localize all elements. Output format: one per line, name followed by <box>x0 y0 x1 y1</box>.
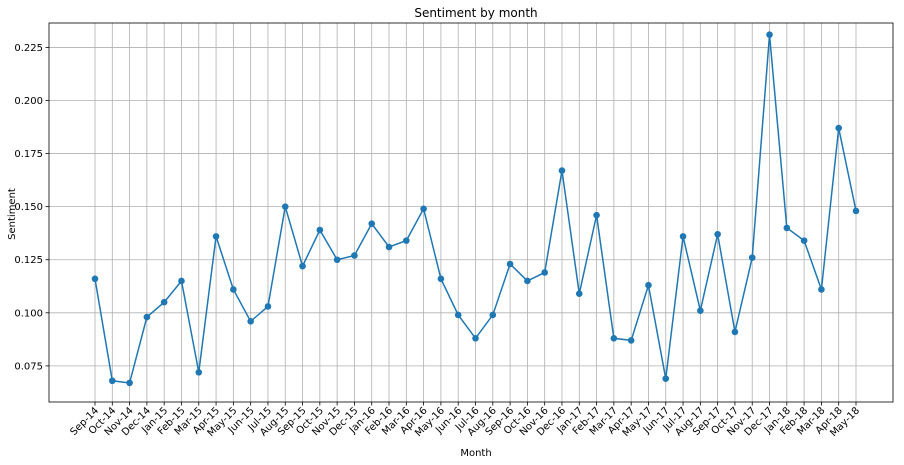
data-point <box>731 328 739 336</box>
data-point <box>403 237 410 244</box>
chart-title: Sentiment by month <box>414 6 537 20</box>
data-point <box>679 233 687 240</box>
data-point <box>368 220 376 227</box>
data-point <box>420 205 427 213</box>
data-point <box>299 262 306 270</box>
y-tick-label: 0.150 <box>14 202 43 213</box>
data-point <box>195 368 203 376</box>
data-point <box>645 281 652 289</box>
data-point <box>212 233 220 240</box>
data-point <box>748 254 756 261</box>
data-point <box>178 277 185 285</box>
data-point <box>593 211 600 219</box>
data-point <box>783 224 791 232</box>
data-point <box>541 269 548 276</box>
y-tick-label: 0.125 <box>14 255 43 266</box>
data-point <box>281 203 289 210</box>
data-point <box>160 298 168 306</box>
data-point <box>489 311 497 319</box>
data-point <box>230 286 237 293</box>
y-tick-label: 0.075 <box>14 361 43 372</box>
y-tick-label: 0.175 <box>14 149 43 160</box>
data-point <box>662 375 670 382</box>
data-point <box>454 311 462 319</box>
data-point <box>766 31 773 38</box>
data-point <box>558 167 566 174</box>
data-point <box>351 252 358 259</box>
data-point <box>800 237 808 244</box>
data-point <box>333 256 341 264</box>
data-point <box>247 318 254 325</box>
y-tick-label: 0.225 <box>14 43 43 54</box>
data-point <box>108 377 116 385</box>
data-point <box>126 379 133 387</box>
data-point <box>437 275 445 283</box>
data-point <box>697 307 704 315</box>
plot-area-frame <box>48 22 894 403</box>
sentiment-series <box>91 31 860 387</box>
data-point <box>610 335 618 342</box>
y-tick-label: 0.200 <box>14 96 43 107</box>
data-point <box>472 335 479 342</box>
data-point <box>835 124 843 132</box>
data-point <box>818 286 825 293</box>
data-point <box>385 243 393 251</box>
x-axis-label: Month <box>460 448 491 459</box>
data-point <box>506 260 514 268</box>
y-tick-label: 0.100 <box>14 308 43 319</box>
data-point <box>524 277 531 285</box>
data-point <box>91 275 99 283</box>
data-point <box>143 313 151 321</box>
data-point <box>316 226 324 234</box>
y-axis-label: Sentiment <box>7 188 18 240</box>
axis-ticks: Sep-14Oct-14Nov-14Dec-14Jan-15Feb-15Mar-… <box>14 43 862 439</box>
data-point <box>852 207 860 215</box>
data-point <box>264 303 272 310</box>
data-point <box>575 290 583 298</box>
data-point <box>627 337 635 344</box>
data-point <box>714 230 721 238</box>
